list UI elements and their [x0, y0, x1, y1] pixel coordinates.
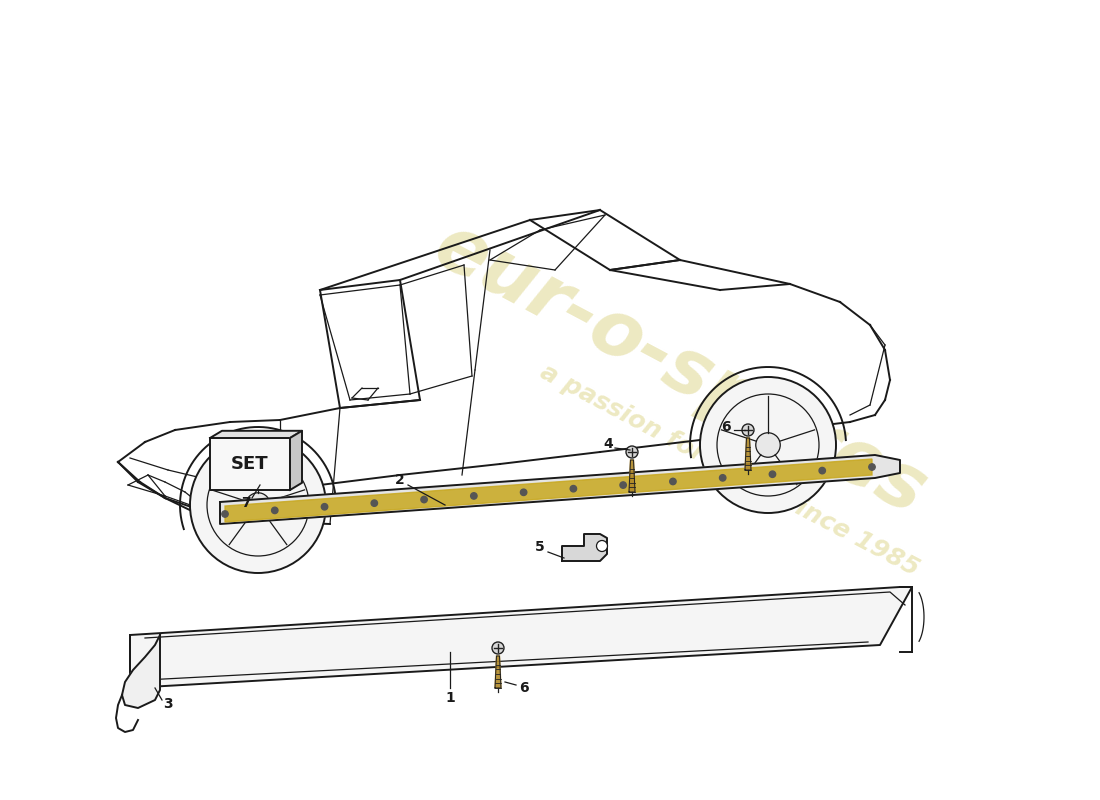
- Circle shape: [626, 446, 638, 458]
- Circle shape: [620, 482, 626, 488]
- Polygon shape: [562, 534, 607, 561]
- Circle shape: [371, 500, 377, 506]
- Polygon shape: [495, 656, 500, 688]
- Polygon shape: [210, 430, 302, 438]
- Text: a passion for parts since 1985: a passion for parts since 1985: [537, 359, 924, 581]
- Circle shape: [321, 503, 328, 510]
- Circle shape: [670, 478, 676, 485]
- Polygon shape: [745, 438, 751, 470]
- Polygon shape: [226, 459, 872, 522]
- Text: 7: 7: [241, 496, 251, 510]
- Text: 5: 5: [535, 540, 544, 554]
- Circle shape: [492, 642, 504, 654]
- Circle shape: [421, 496, 427, 502]
- Text: 6: 6: [722, 420, 730, 434]
- Polygon shape: [220, 455, 900, 524]
- Polygon shape: [130, 587, 912, 688]
- Circle shape: [719, 474, 726, 481]
- Bar: [210, 438, 290, 490]
- Circle shape: [190, 437, 326, 573]
- Circle shape: [596, 541, 607, 551]
- Circle shape: [222, 511, 228, 517]
- Text: 1: 1: [446, 691, 455, 705]
- Text: SET: SET: [231, 455, 268, 473]
- Circle shape: [756, 433, 780, 458]
- Polygon shape: [122, 635, 160, 708]
- Circle shape: [769, 471, 776, 478]
- Circle shape: [272, 507, 278, 514]
- Polygon shape: [629, 460, 635, 492]
- Circle shape: [245, 493, 271, 518]
- Text: 3: 3: [163, 697, 173, 711]
- Circle shape: [869, 464, 876, 470]
- Circle shape: [742, 424, 754, 436]
- Text: 6: 6: [519, 681, 529, 695]
- Polygon shape: [290, 430, 303, 490]
- Text: 4: 4: [603, 437, 613, 451]
- Circle shape: [700, 377, 836, 513]
- Circle shape: [471, 493, 477, 499]
- Circle shape: [570, 486, 576, 492]
- Text: eur-o-spares: eur-o-spares: [421, 209, 938, 531]
- Text: 2: 2: [395, 473, 405, 487]
- Circle shape: [520, 489, 527, 495]
- Circle shape: [820, 467, 825, 474]
